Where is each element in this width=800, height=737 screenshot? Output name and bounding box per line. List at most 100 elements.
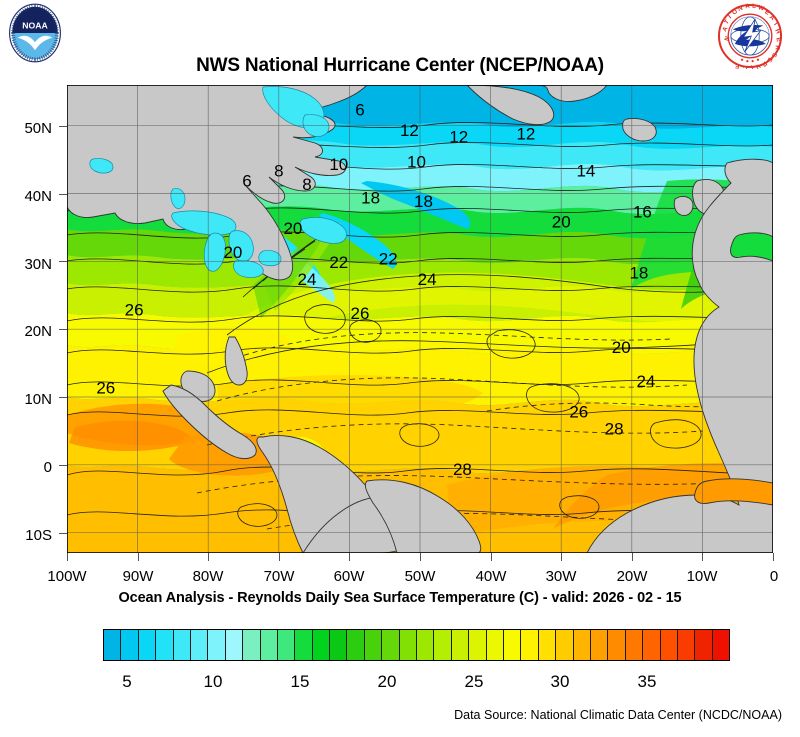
contour-label: 20 [552,212,571,231]
x-tick-mark [491,553,492,561]
contour-label: 22 [379,250,398,269]
svg-text:V: V [753,62,761,69]
contour-label: 16 [633,202,652,221]
svg-text:I: I [749,63,753,69]
colorbar-cell [625,630,644,660]
x-tick-mark [561,553,562,561]
colorbar-cell [225,630,244,660]
contour-label: 18 [629,263,648,282]
colorbar-cell [538,630,557,660]
colorbar-cell [643,630,661,660]
colorbar-cell [208,630,226,660]
x-tick-mark [702,553,703,561]
colorbar-tick-20: 20 [377,672,397,691]
y-tick-mark [59,126,67,127]
colorbar-tick-35: 35 [637,672,657,691]
colorbar-cell [434,630,452,660]
x-tick-label-80w: 80W [192,568,224,585]
x-tick-mark [279,553,280,561]
x-tick-label-100w: 100W [47,568,87,585]
svg-text:E: E [735,62,740,69]
contour-label: 26 [125,301,144,320]
y-tick-mark [59,194,67,195]
colorbar-cell [260,630,278,660]
svg-text:A: A [768,14,776,23]
x-tick-mark [67,553,68,561]
y-tick-label-0: 0 [43,459,52,476]
colorbar-cell [451,630,470,660]
figure-caption: Ocean Analysis - Reynolds Daily Sea Surf… [118,590,682,606]
contour-label: 12 [400,121,419,140]
colorbar-cell [608,630,626,660]
contour-label: 28 [605,419,624,438]
colorbar-cell [330,630,348,660]
colorbar-cell [590,630,609,660]
national-weather-service-logo: N A T I O N A L W E A T H E R S E R V I … [717,3,783,69]
contour-label: 26 [96,379,115,398]
x-tick-label-90w: 90W [122,568,154,585]
colorbar-cell [364,630,383,660]
svg-text:L: L [752,3,756,10]
colorbar-cell [469,630,487,660]
colorbar-cell [173,630,191,660]
colorbar-cell [573,630,591,660]
svg-text:R: R [774,45,781,50]
y-tick-mark [59,261,67,262]
colorbar-cell [677,630,696,660]
contour-label: 26 [351,304,370,323]
colorbar-cell [121,630,139,660]
svg-text:H: H [773,28,781,35]
svg-text:A: A [721,25,730,33]
colorbar-cell [277,630,296,660]
svg-text:E: E [765,56,773,63]
y-tick-label-40n: 40N [24,188,52,205]
y-tick-mark [59,329,67,330]
contour-label: 18 [361,189,380,208]
colorbar-cell [347,630,365,660]
x-tick-label-0: 0 [769,568,779,585]
sst-plot-area: 6 12 12 10 8 6 8 10 14 12 16 18 18 20 20 20 22 22 24 24 26 26… [67,85,773,553]
x-tick-mark [208,553,209,561]
colorbar-cell [312,630,331,660]
temperature-colorbar [103,629,730,661]
colorbar-cell [417,630,435,660]
contour-label: 6 [355,101,364,120]
contour-label: 10 [329,155,348,174]
colorbar-cell [556,630,574,660]
contour-label: 24 [418,270,437,289]
contour-label: 10 [407,153,426,172]
svg-text:T: T [723,19,731,27]
contour-label: 22 [329,253,348,272]
svg-text:S: S [770,52,778,58]
svg-text:E: E [774,37,782,43]
contour-label: 6 [242,172,251,191]
x-tick-mark [349,553,350,561]
colorbar-cell [521,630,539,660]
x-tick-label-40w: 40W [475,568,507,585]
svg-text:C: C [741,64,747,69]
svg-text:W: W [757,4,765,12]
x-tick-label-60w: 60W [333,568,365,585]
y-tick-label-50n: 50N [24,120,52,137]
x-tick-label-20w: 20W [616,568,648,585]
colorbar-cell [243,630,261,660]
contour-label: 8 [274,162,283,181]
y-tick-label-20n: 20N [24,323,52,340]
svg-text:O: O [731,8,739,17]
contour-label: 8 [302,175,311,194]
contour-label: 14 [576,162,595,181]
colorbar-cell [382,630,400,660]
colorbar-tick-5: 5 [122,672,132,691]
noaa-seal-logo: NOAA [9,3,61,63]
x-tick-mark [138,553,139,561]
x-tick-mark [773,553,774,561]
contour-labels: 6 12 12 10 8 6 8 10 14 12 16 18 18 20 20 20 22 22 24 24 26 26… [96,101,655,480]
y-tick-mark [59,397,67,398]
contour-label: 18 [414,192,433,211]
x-tick-label-10w: 10W [686,568,718,585]
contour-label: 24 [298,270,317,289]
colorbar-cell [486,630,504,660]
y-tick-label-10s: 10S [25,527,52,544]
colorbar-cell [503,630,522,660]
